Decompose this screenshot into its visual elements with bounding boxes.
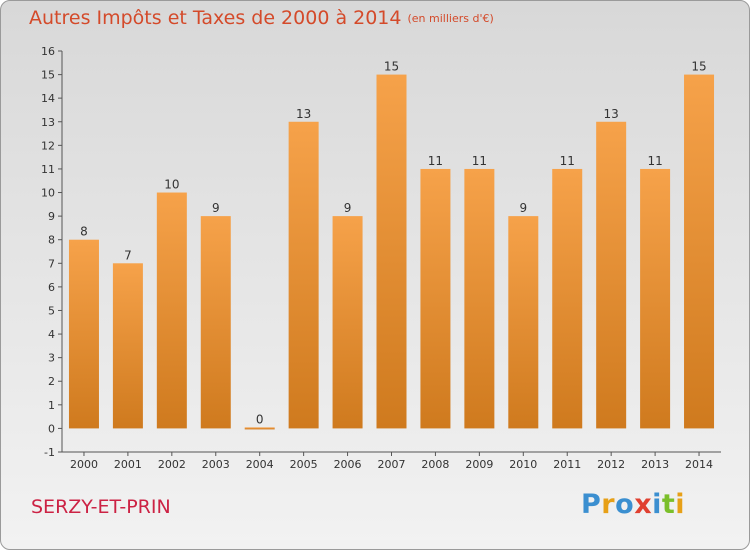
bar	[156, 192, 187, 429]
x-tick-label: 2011	[553, 458, 581, 471]
bar	[332, 216, 363, 429]
logo-letter: i	[652, 489, 662, 520]
bar	[684, 74, 715, 429]
bar	[244, 427, 275, 430]
bar	[288, 121, 319, 429]
x-tick-label: 2004	[246, 458, 274, 471]
x-tick-label: 2007	[378, 458, 406, 471]
data-label: 0	[256, 412, 264, 426]
proxiti-logo: Proxiti	[581, 489, 685, 520]
x-tick-label: 2002	[158, 458, 186, 471]
bar	[420, 168, 451, 429]
data-label: 8	[80, 225, 88, 239]
logo-letter: P	[581, 489, 602, 520]
x-tick-label: 2010	[509, 458, 537, 471]
data-label: 15	[384, 60, 399, 74]
y-tick-label: 3	[48, 352, 55, 365]
data-label: 11	[472, 154, 487, 168]
x-tick-label: 2006	[334, 458, 362, 471]
bar	[640, 168, 671, 429]
data-label: 10	[164, 178, 179, 192]
chart-title-text: Autres Impôts et Taxes de 2000 à 2014	[29, 7, 402, 29]
data-label: 13	[604, 107, 619, 121]
y-tick-label: 7	[48, 257, 55, 270]
x-tick-label: 2012	[597, 458, 625, 471]
chart-labels: 2000 8 2001 7 2002 10 2003 9 2004 0 2005 13 2006 9 200…	[70, 60, 713, 471]
x-tick-label: 2009	[465, 458, 493, 471]
data-label: 11	[428, 154, 443, 168]
x-tick-label: 2001	[114, 458, 142, 471]
bar	[112, 263, 143, 429]
y-tick-label: 9	[48, 210, 55, 223]
y-tick-label: 2	[48, 375, 55, 388]
y-tick-label: 15	[41, 69, 55, 82]
y-tick-label: 4	[48, 328, 55, 341]
logo-letter: i	[675, 489, 686, 520]
chart-title: Autres Impôts et Taxes de 2000 à 2014 (en…	[29, 7, 494, 29]
y-tick-label: 6	[48, 281, 55, 294]
x-tick-label: 2003	[202, 458, 230, 471]
bar	[68, 239, 99, 429]
y-tick-label: 12	[41, 139, 55, 152]
x-tick-label: 2013	[641, 458, 669, 471]
y-tick-label: 8	[48, 234, 55, 247]
logo-letter: o	[615, 489, 635, 520]
y-tick-label: 10	[41, 187, 55, 200]
chart-bars	[68, 74, 715, 430]
data-label: 13	[296, 107, 311, 121]
bar	[596, 121, 627, 429]
x-tick-label: 2005	[290, 458, 318, 471]
logo-letter: x	[634, 489, 653, 520]
data-label: 11	[560, 154, 575, 168]
x-tick-label: 2008	[421, 458, 449, 471]
chart-title-unit: (en milliers d'€)	[407, 12, 494, 25]
bar	[508, 216, 539, 429]
x-tick-label: 2000	[70, 458, 98, 471]
y-tick-label: 1	[48, 399, 55, 412]
y-tick-label: 13	[41, 116, 55, 129]
data-label: 9	[212, 201, 220, 215]
y-tick-label: 5	[48, 304, 55, 317]
y-tick-label: 16	[41, 45, 55, 58]
bar	[200, 216, 231, 429]
logo-letter: t	[661, 489, 676, 520]
y-tick-label: 14	[41, 92, 55, 105]
data-label: 7	[124, 248, 132, 262]
bar	[376, 74, 407, 429]
data-label: 11	[647, 154, 662, 168]
data-label: 15	[691, 60, 706, 74]
x-tick-label: 2014	[685, 458, 713, 471]
logo-letter: r	[601, 489, 616, 520]
bar	[552, 168, 583, 429]
y-tick-label: -1	[44, 446, 55, 459]
data-label: 9	[344, 201, 352, 215]
y-tick-label: 0	[48, 422, 55, 435]
y-tick-label: 11	[41, 163, 55, 176]
bar	[464, 168, 495, 429]
commune-name: SERZY-ET-PRIN	[31, 496, 171, 518]
data-label: 9	[519, 201, 527, 215]
